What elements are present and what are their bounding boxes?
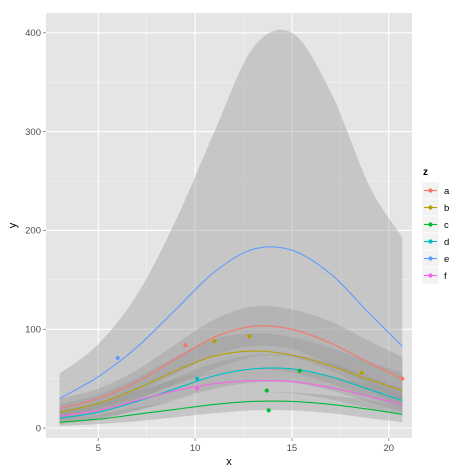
point-c (266, 408, 271, 413)
y-axis-ticks: 0 100 200 300 400 (25, 28, 46, 434)
fit-line-c (59, 400, 403, 423)
legend-label-c: c (444, 220, 449, 231)
y-tick-label: 300 (25, 127, 41, 138)
grid-lines (46, 13, 412, 438)
y-tick-label: 400 (25, 28, 41, 39)
y-axis-label: y (7, 222, 19, 228)
legend-label-e: e (444, 254, 449, 265)
legend-key-point-a (428, 188, 433, 193)
fit-line-b (59, 350, 403, 413)
band-e (59, 29, 403, 419)
band-c (59, 392, 403, 427)
plot-panel (46, 13, 412, 438)
x-axis-ticks: 5 10 15 20 (96, 438, 394, 454)
confidence-bands (59, 29, 403, 427)
x-tick-label: 15 (287, 443, 298, 454)
fit-line-e (59, 246, 403, 399)
legend-key-point-f (428, 273, 433, 278)
x-tick-label: 5 (96, 443, 101, 454)
legend-key-point-c (428, 222, 433, 227)
point-c (297, 368, 302, 373)
band-b (59, 333, 403, 421)
fit-line-a (59, 325, 403, 409)
y-tick-label: 0 (36, 423, 41, 434)
legend-key-point-d (428, 239, 433, 244)
data-points (115, 334, 405, 413)
y-tick-label: 100 (25, 325, 41, 336)
fit-lines (59, 246, 403, 423)
x-tick-label: 10 (190, 443, 201, 454)
legend-label-b: b (444, 203, 449, 214)
legend-key-point-b (428, 205, 433, 210)
point-b (212, 339, 217, 344)
x-tick-label: 20 (383, 443, 394, 454)
point-a (183, 342, 188, 348)
point-b (359, 370, 364, 375)
point-a (400, 376, 405, 381)
legend-label-f: f (444, 271, 447, 282)
legend-title: z (423, 167, 428, 178)
point-d (194, 376, 200, 381)
fit-line-f (59, 379, 403, 417)
x-axis-label: x (226, 456, 232, 468)
point-e (115, 355, 120, 361)
band-a (59, 305, 403, 419)
y-tick-label: 200 (25, 226, 41, 237)
fit-line-d (59, 367, 403, 419)
legend-key-point-e (428, 256, 433, 261)
legend-label-d: d (444, 237, 449, 248)
legend-label-a: a (444, 186, 450, 197)
band-f (59, 368, 403, 423)
point-f (194, 386, 200, 391)
point-b (247, 334, 252, 339)
band-d (59, 353, 403, 425)
point-c (264, 388, 269, 393)
